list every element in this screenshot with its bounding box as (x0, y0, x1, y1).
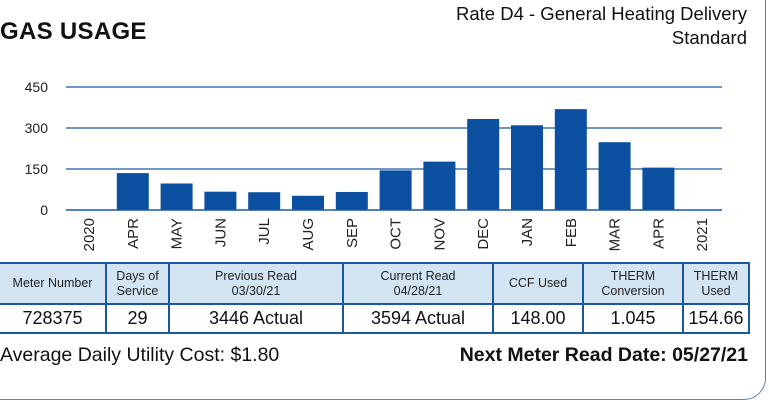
x-tick-label: SEP (344, 218, 361, 248)
x-tick-label: MAY (169, 218, 186, 249)
bar (335, 191, 368, 210)
bar (379, 170, 412, 210)
next-meter-read-date: Next Meter Read Date: 05/27/21 (459, 344, 748, 366)
bar (116, 173, 149, 210)
table-header-cell: CCF Used (492, 262, 584, 305)
table-cell: 29 (105, 303, 170, 334)
table-cell: 728375 (0, 303, 107, 334)
table-header-text: Days of (116, 268, 159, 283)
table-header-text: Service (116, 283, 159, 298)
meter-table: Meter Number Days of Service Previous Read 0… (0, 262, 750, 334)
table-header-cell: THERM Used (682, 262, 750, 305)
table-header-text: 03/30/21 (231, 283, 281, 298)
table-header-text: CCF Used (508, 276, 568, 290)
average-daily-cost: Average Daily Utility Cost: $1.80 (0, 344, 280, 366)
page-title: GAS USAGE (0, 18, 147, 45)
x-tick-label: JUN (212, 218, 229, 247)
bar (554, 109, 587, 210)
bar (642, 167, 675, 210)
x-tick-label: NOV (431, 218, 448, 251)
y-tick-label: 300 (25, 120, 49, 136)
y-tick-label: 150 (25, 161, 49, 177)
rate-line-1: Rate D4 - General Heating Delivery (456, 3, 747, 24)
bar (292, 195, 324, 210)
x-tick-label: JAN (519, 218, 536, 246)
bar (598, 142, 631, 210)
table-header-text: Previous Read (215, 268, 297, 283)
rate-line-2: Standard (671, 27, 747, 48)
x-tick-label: DEC (475, 218, 492, 250)
gas-usage-chart: 0 150 300 450 2020 APR MAY JUN JUL AUG SEP OCT NOV DE… (25, 79, 722, 252)
bar (204, 191, 237, 210)
bar (423, 161, 456, 210)
table-header-cell: THERM Conversion (582, 262, 684, 305)
y-tick-label: 0 (40, 202, 48, 218)
table-header-text: Used (701, 283, 731, 298)
table-header-text: Conversion (601, 283, 665, 298)
x-tick-label: MAR (607, 218, 624, 252)
y-tick-label: 450 (25, 79, 49, 95)
x-tick-label: AUG (300, 218, 317, 251)
x-tick-label: 2020 (81, 218, 98, 251)
meter-table-value-row: 728375 29 3446 Actual 3594 Actual 148.00 1.04… (0, 303, 750, 334)
table-header-cell: Days of Service (105, 262, 170, 305)
x-tick-label: FEB (563, 218, 580, 247)
table-cell: 3446 Actual (168, 303, 344, 334)
bar (160, 183, 193, 210)
table-header-text: Current Read (380, 268, 456, 283)
table-header-text: THERM (693, 268, 739, 283)
bar (511, 125, 543, 210)
table-cell: 148.00 (492, 303, 584, 334)
table-header-text: 04/28/21 (393, 283, 443, 298)
x-tick-label: APR (650, 218, 667, 249)
table-cell: 1.045 (582, 303, 684, 334)
table-cell: 3594 Actual (342, 303, 494, 334)
x-tick-label: 2021 (694, 218, 711, 251)
bar (248, 192, 281, 210)
meter-table-header-row: Meter Number Days of Service Previous Read 0… (0, 262, 750, 305)
table-cell: 154.66 (682, 303, 750, 334)
table-header-cell: Current Read 04/28/21 (342, 262, 494, 305)
table-header-cell: Meter Number (0, 262, 107, 305)
table-header-text: Meter Number (12, 276, 93, 290)
x-tick-label: JUL (256, 218, 273, 245)
rate-description: Rate D4 - General Heating Delivery Stand… (327, 2, 747, 50)
table-header-text: THERM (610, 268, 656, 283)
table-header-cell: Previous Read 03/30/21 (168, 262, 344, 305)
bar (467, 118, 500, 210)
x-tick-label: OCT (388, 218, 405, 250)
x-tick-label: APR (125, 218, 142, 249)
